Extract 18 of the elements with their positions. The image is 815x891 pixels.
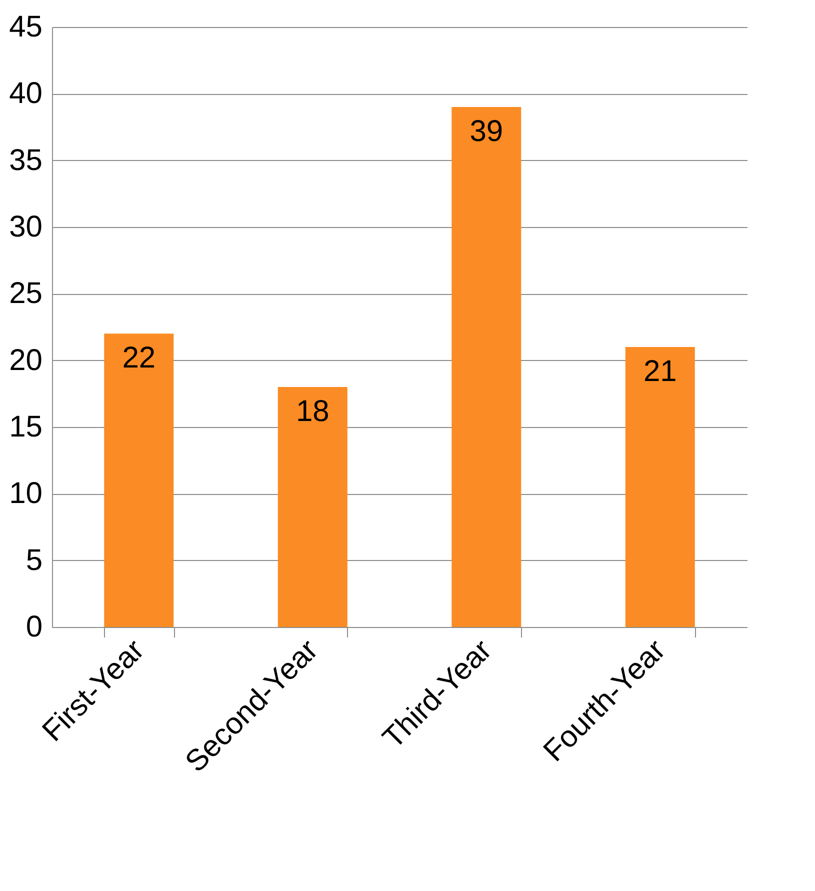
- data-label: 18: [296, 395, 330, 428]
- y-tick-label: 45: [9, 10, 42, 44]
- data-label: 21: [643, 355, 677, 388]
- y-tick-label: 10: [9, 477, 42, 510]
- y-tick-label: 15: [9, 410, 42, 444]
- bar: [104, 334, 174, 627]
- y-tick-label: 5: [26, 544, 42, 577]
- y-tick-label: 25: [9, 277, 42, 310]
- y-tick-label: 35: [9, 144, 42, 177]
- y-tick-label: 0: [26, 610, 42, 644]
- data-label: 39: [470, 115, 504, 148]
- y-tick-label: 30: [9, 210, 42, 244]
- bar: [625, 347, 695, 627]
- y-tick-label: 20: [9, 344, 42, 377]
- y-tick-label: 40: [9, 77, 42, 110]
- bar: [278, 387, 348, 627]
- bar: [452, 107, 522, 627]
- data-label: 22: [122, 342, 156, 375]
